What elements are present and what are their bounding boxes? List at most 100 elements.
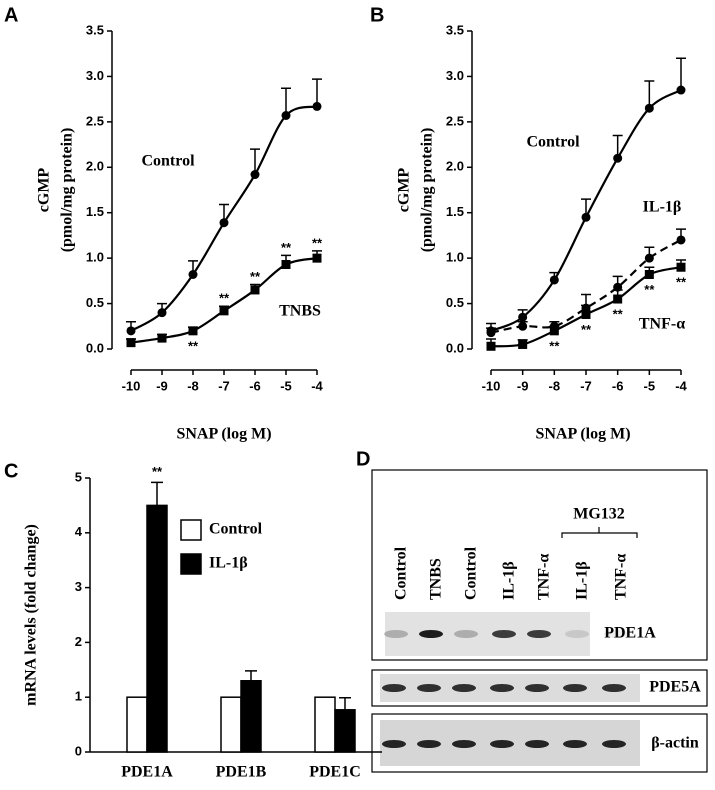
lane-label: IL-1β [574, 561, 591, 600]
bar [146, 504, 168, 753]
point [581, 309, 591, 319]
group-label: MG132 [573, 506, 625, 523]
blot-band [454, 630, 478, 638]
blot-band [417, 684, 441, 692]
point [157, 308, 167, 318]
error-bar [281, 87, 291, 116]
x-tick-label: -8 [549, 378, 561, 393]
x-axis-title: SNAP (log M) [535, 426, 630, 443]
x-tick-label: -4 [675, 378, 687, 393]
lane-label: IL-1β [501, 561, 518, 600]
point [676, 235, 686, 245]
significance-label: ** [644, 282, 655, 297]
y-tick-label: 3.0 [446, 68, 464, 83]
point [676, 262, 686, 272]
point [549, 275, 559, 285]
y-axis-title: (pmol/mg protein) [419, 128, 436, 253]
point [644, 269, 654, 279]
point [486, 328, 496, 338]
point [613, 153, 623, 163]
x-tick-label: -6 [249, 378, 261, 393]
bar [126, 696, 148, 753]
row-label: PDE5A [649, 679, 701, 696]
blot-frame [371, 469, 708, 661]
series-label: TNBS [279, 303, 321, 320]
significance-label: ** [250, 269, 261, 284]
point [613, 294, 623, 304]
significance-label: ** [281, 240, 292, 255]
x-tick-label: -7 [580, 378, 592, 393]
lane-label: Control [393, 546, 410, 600]
y-tick-label: 3.5 [86, 22, 104, 37]
y-axis-title: cGMP [36, 168, 53, 213]
panel-letter: A [4, 4, 18, 26]
blot-frame [371, 669, 708, 707]
x-tick-label: -10 [122, 378, 141, 393]
y-axis-title: (pmol/mg protein) [59, 128, 76, 253]
row-label: β-actin [651, 735, 699, 752]
y-tick-label: 3.0 [86, 68, 104, 83]
blot-frame [371, 713, 708, 773]
blot-band [492, 630, 516, 638]
error-bar [151, 481, 163, 506]
blot-band [382, 684, 406, 692]
series-label: Control [141, 153, 195, 170]
point [219, 306, 229, 316]
blot-band [384, 630, 408, 638]
point [486, 341, 496, 351]
blot-band [525, 740, 549, 748]
series-label: Control [526, 134, 580, 151]
point [250, 285, 260, 295]
y-tick-label: 2.0 [446, 159, 464, 174]
blot-band [490, 740, 514, 748]
y-tick-label: 1.0 [446, 250, 464, 265]
error-bar [676, 57, 686, 91]
error-bar [312, 78, 322, 107]
y-tick-label: 0.0 [86, 340, 104, 355]
blot-band [490, 684, 514, 692]
significance-label: ** [188, 338, 199, 353]
y-axis-title: cGMP [396, 168, 413, 213]
y-axis-title: mRNA levels (fold change) [23, 524, 40, 706]
point [581, 212, 591, 222]
x-tick-label: PDE1B [216, 764, 267, 781]
legend-swatch [180, 519, 202, 541]
point [188, 269, 198, 279]
x-axis-title: SNAP (log M) [176, 426, 271, 443]
panel-letter: D [356, 448, 370, 470]
x-tick-label: -5 [280, 378, 292, 393]
y-tick-label: 1 [75, 689, 82, 704]
point [518, 321, 528, 331]
point [644, 253, 654, 263]
significance-label: ** [312, 235, 323, 250]
y-tick-label: 0 [75, 743, 82, 758]
significance-label: ** [219, 291, 230, 306]
y-tick-label: 2.5 [446, 113, 464, 128]
blot-band [417, 740, 441, 748]
y-tick-label: 2.0 [86, 159, 104, 174]
blot-band [604, 630, 628, 638]
y-tick-label: 5 [75, 469, 82, 484]
y-tick-label: 1.5 [86, 204, 104, 219]
x-tick-label: -6 [612, 378, 624, 393]
y-tick-label: 3.5 [446, 22, 464, 37]
row-label: PDE1A [604, 625, 656, 642]
point [312, 101, 322, 111]
series-label: TNF-α [639, 316, 685, 333]
point [281, 110, 291, 120]
lane-label: TNF-α [536, 554, 553, 600]
blot-band [602, 684, 626, 692]
panel-letter: B [370, 4, 384, 26]
point [549, 326, 559, 336]
error-bar [245, 670, 257, 681]
bar [240, 680, 262, 753]
significance-label: ** [676, 275, 687, 290]
point [157, 333, 167, 343]
blot-band [452, 740, 476, 748]
point [250, 170, 260, 180]
x-tick-label: PDE1C [309, 764, 361, 781]
significance-label: ** [549, 338, 560, 353]
blot-band [452, 684, 476, 692]
x-tick-label: -7 [218, 378, 230, 393]
